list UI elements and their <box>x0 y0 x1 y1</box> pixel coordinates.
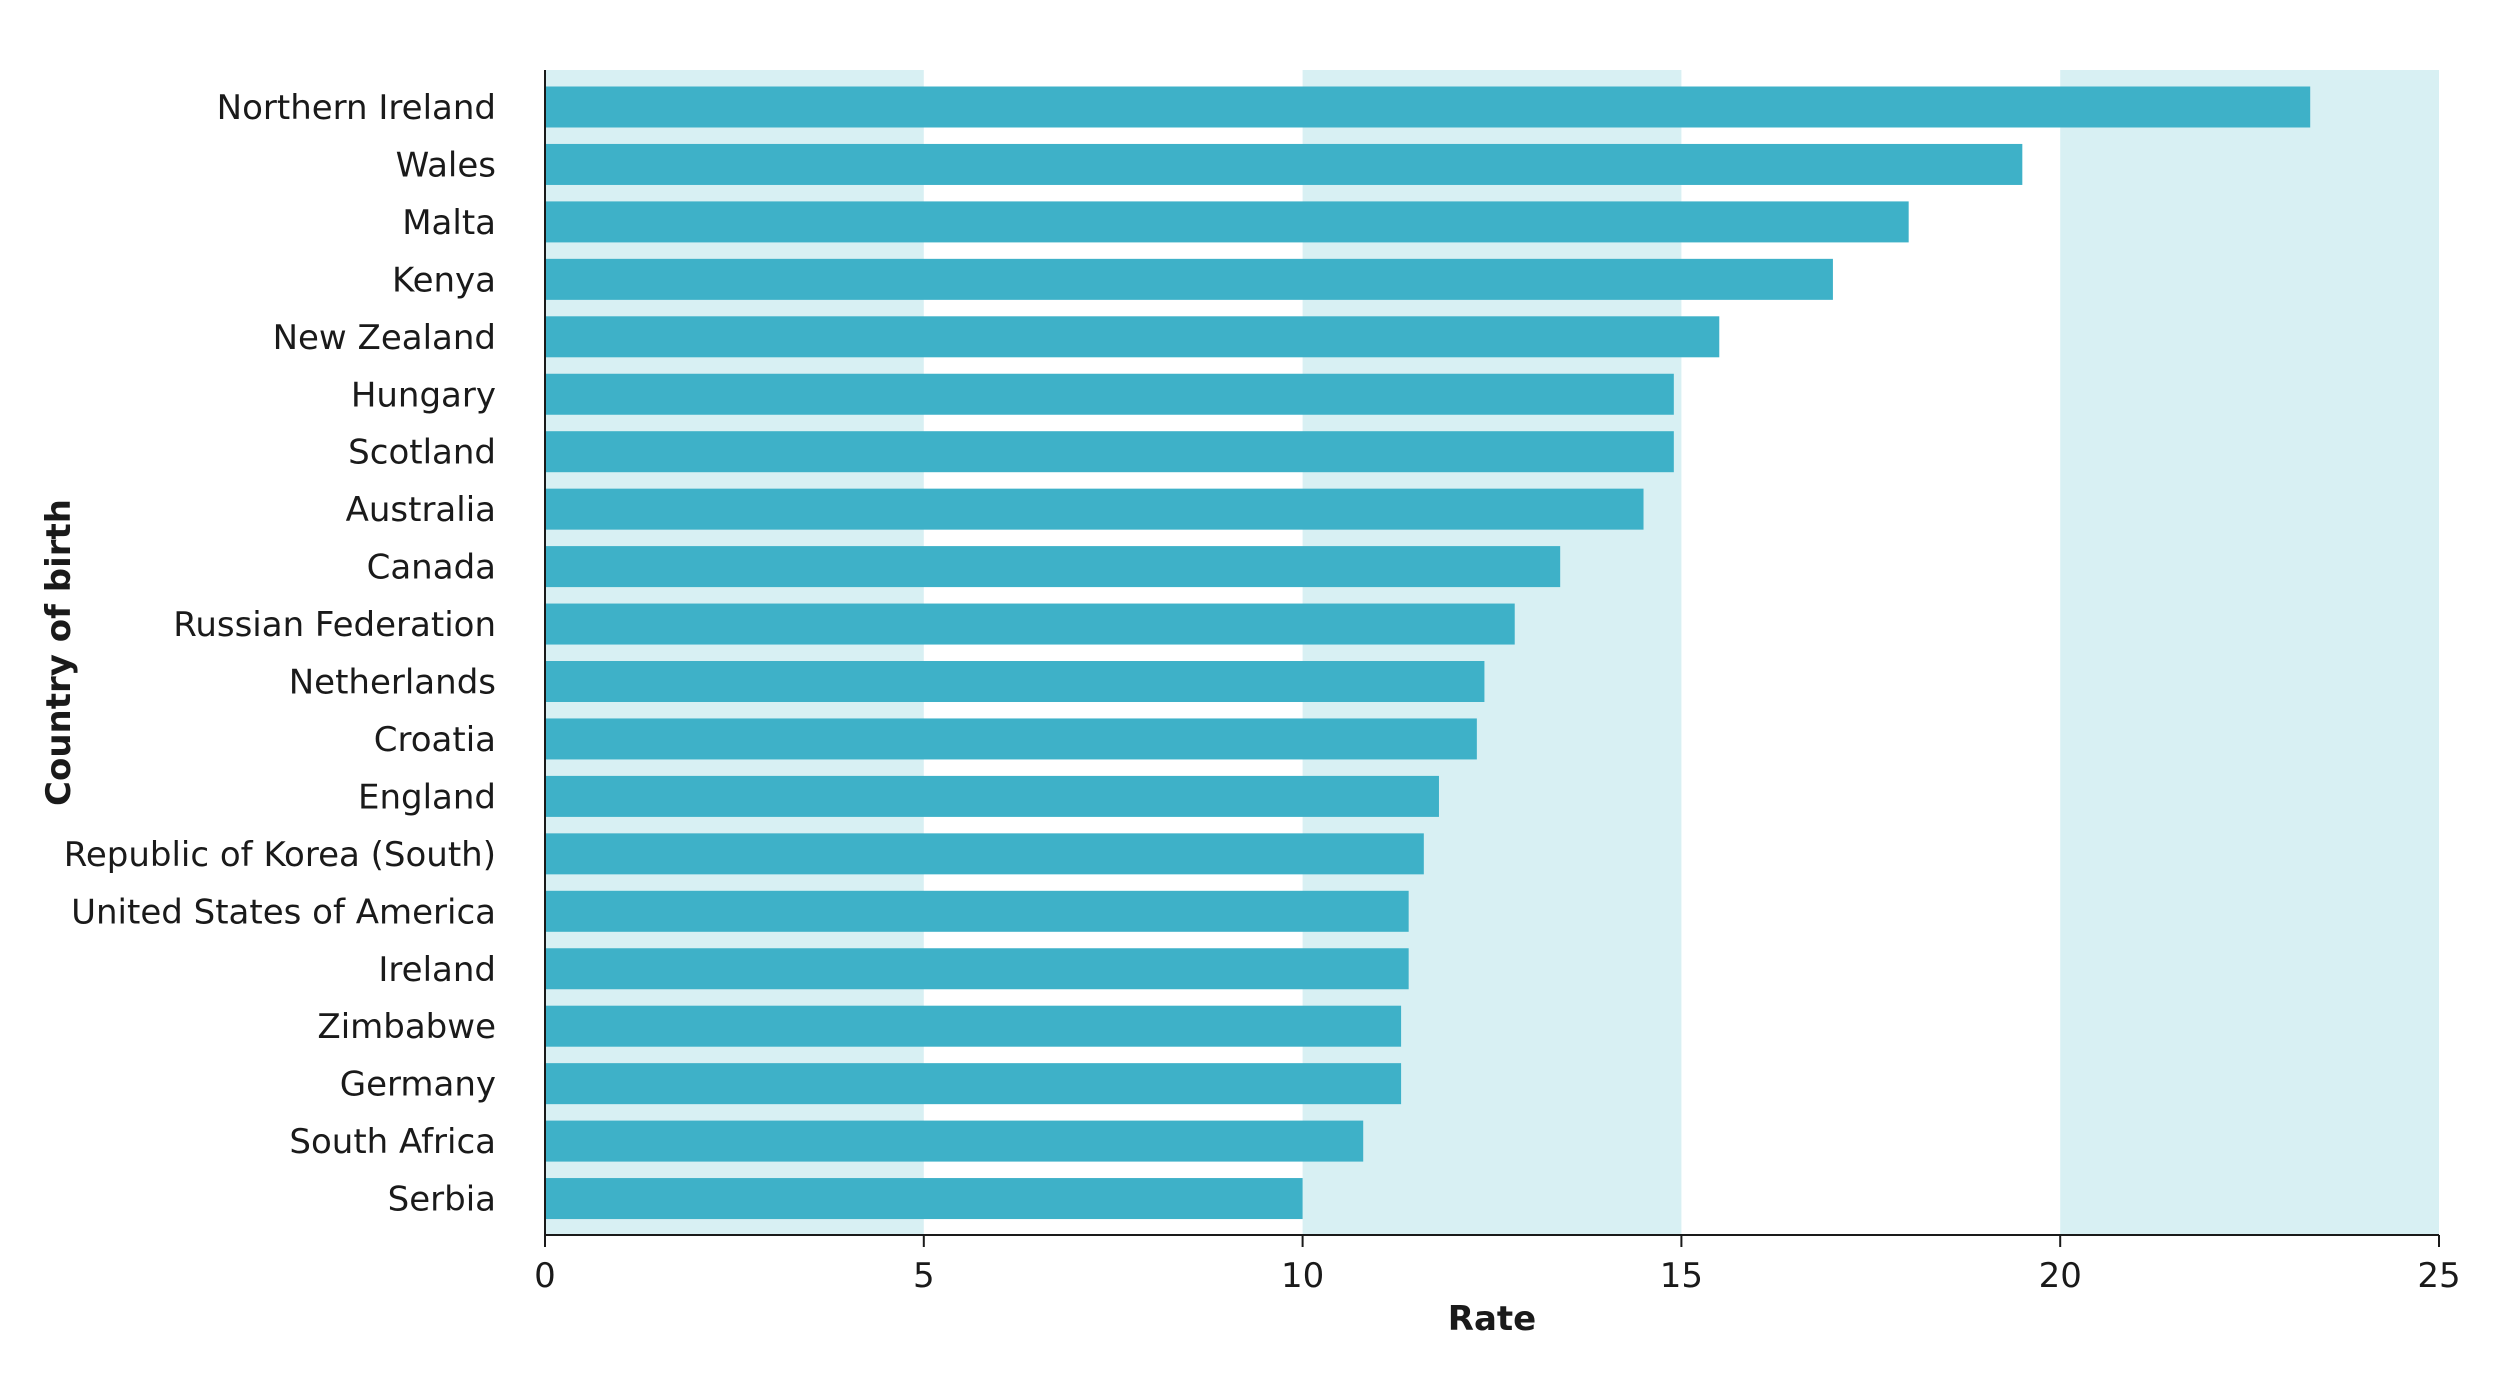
category-label-14: United States of America <box>71 892 496 932</box>
bar-18 <box>545 1120 1364 1162</box>
category-label-4: New Zealand <box>273 318 496 358</box>
bar-7 <box>545 488 1644 530</box>
category-label-18: South Africa <box>289 1122 496 1162</box>
x-tick-label-3: 15 <box>1660 1256 1703 1296</box>
category-label-10: Netherlands <box>289 663 496 703</box>
bars <box>545 86 2311 1220</box>
category-label-8: Canada <box>367 548 496 588</box>
bar-8 <box>545 546 1561 588</box>
category-label-11: Croatia <box>374 720 496 760</box>
category-label-0: Northern Ireland <box>217 88 496 128</box>
bar-16 <box>545 1005 1402 1047</box>
category-label-2: Malta <box>402 203 496 243</box>
category-label-13: Republic of Korea (South) <box>64 835 496 875</box>
x-axis-title: Rate <box>1448 1299 1536 1339</box>
bar-15 <box>545 948 1409 990</box>
bar-10 <box>545 661 1485 702</box>
category-label-15: Ireland <box>378 950 496 990</box>
bar-11 <box>545 718 1477 760</box>
category-label-16: Zimbabwe <box>317 1007 496 1047</box>
category-label-17: Germany <box>340 1065 496 1105</box>
background-band-2 <box>2060 70 2439 1235</box>
x-tick-label-5: 25 <box>2417 1256 2460 1296</box>
bar-3 <box>545 258 1833 300</box>
bar-6 <box>545 431 1674 473</box>
bar-5 <box>545 373 1674 415</box>
x-tick-label-4: 20 <box>2039 1256 2082 1296</box>
bar-2 <box>545 201 1909 243</box>
bar-14 <box>545 890 1409 932</box>
bar-1 <box>545 143 2023 185</box>
x-axis <box>544 70 2439 1236</box>
category-label-7: Australia <box>346 490 496 530</box>
category-label-6: Scotland <box>348 433 496 473</box>
bar-12 <box>545 775 1439 817</box>
bar-9 <box>545 603 1515 645</box>
bar-13 <box>545 833 1424 875</box>
category-label-3: Kenya <box>392 260 496 300</box>
x-tick-label-1: 5 <box>913 1256 935 1296</box>
bar-19 <box>545 1178 1303 1220</box>
background-bands <box>545 70 2439 1235</box>
background-band-0 <box>545 70 924 1235</box>
bar-0 <box>545 86 2311 128</box>
bar-4 <box>545 316 1720 358</box>
x-tick-label-0: 0 <box>534 1256 556 1296</box>
category-label-12: England <box>358 777 496 817</box>
category-label-19: Serbia <box>388 1180 496 1220</box>
x-axis-ticks: 0 5 10 15 20 25 <box>534 1235 2461 1296</box>
category-label-1: Wales <box>396 145 496 185</box>
background-band-1 <box>1302 70 1682 1235</box>
category-label-9: Russian Federation <box>173 605 496 645</box>
category-labels: Northern Ireland Wales Malta Kenya New Zeala… <box>64 88 496 1220</box>
y-axis-title: Country of birth <box>39 499 79 806</box>
bar-17 <box>545 1063 1402 1105</box>
category-label-5: Hungary <box>351 375 496 415</box>
x-tick-label-2: 10 <box>1281 1256 1324 1296</box>
